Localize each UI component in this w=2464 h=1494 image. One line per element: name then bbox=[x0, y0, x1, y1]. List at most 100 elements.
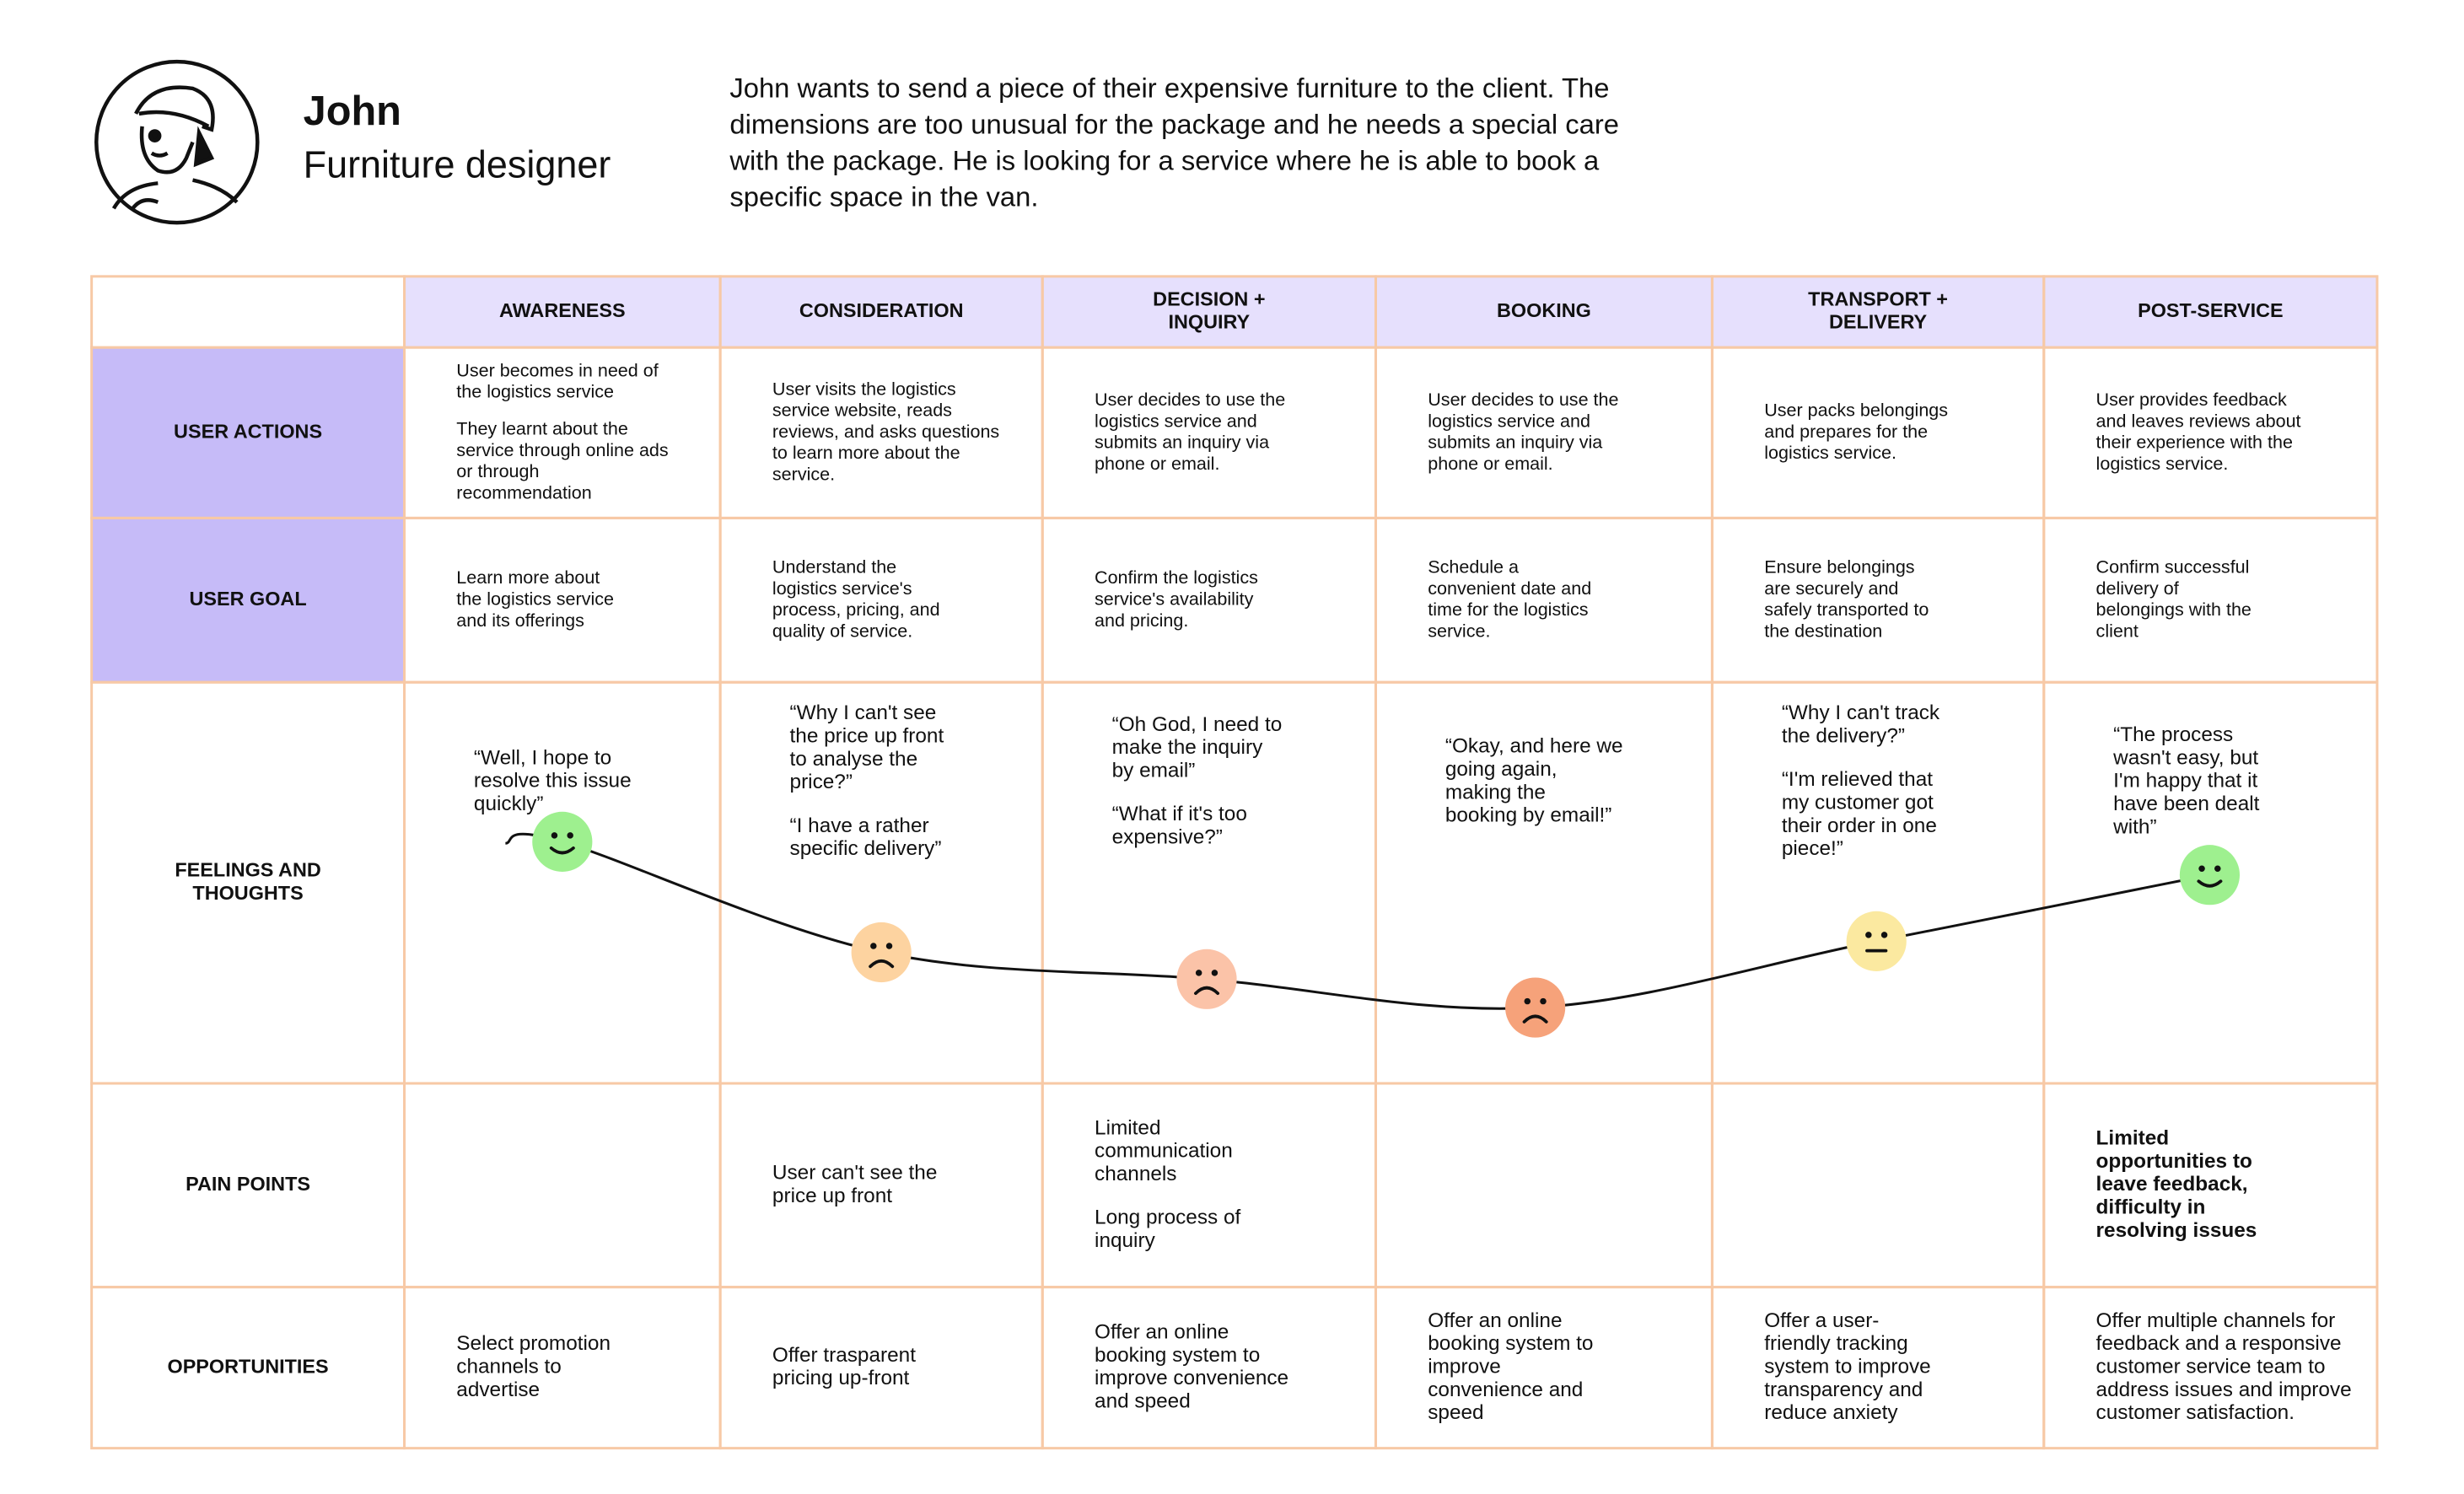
cell-text: leave feedback, bbox=[2096, 1173, 2248, 1196]
cell-border bbox=[1374, 1082, 1714, 1289]
eye bbox=[870, 943, 877, 949]
eye bbox=[1195, 970, 1202, 976]
face-bg bbox=[1505, 977, 1566, 1038]
cell-text: inquiry bbox=[1095, 1229, 1156, 1252]
cell-text: pricing up-front bbox=[772, 1367, 910, 1389]
emotion-face bbox=[532, 811, 593, 872]
cell-text: Long process of bbox=[1095, 1206, 1240, 1229]
cell-text: Ensure belongings bbox=[1764, 557, 1914, 578]
row-label: USER ACTIONS bbox=[174, 420, 322, 442]
cell-text: or through bbox=[456, 461, 539, 481]
cell-text: and leaves reviews about bbox=[2096, 411, 2301, 431]
cell-text: going again, bbox=[1445, 758, 1557, 781]
cell-text: resolving issues bbox=[2096, 1219, 2257, 1242]
stage-header-bg bbox=[1042, 276, 1376, 348]
cell-text: service website, reads bbox=[772, 400, 952, 421]
row-label-bg bbox=[91, 518, 405, 683]
cell-text: booking system to bbox=[1095, 1344, 1260, 1367]
row-label-bg bbox=[91, 347, 405, 519]
face-bg bbox=[2179, 845, 2241, 906]
cell-text: wasn't easy, but bbox=[2112, 746, 2258, 769]
cell-text: to learn more about the bbox=[772, 443, 960, 463]
cell-border bbox=[403, 1286, 722, 1450]
row-label: FEELINGS AND bbox=[175, 859, 320, 881]
cell-text: reduce anxiety bbox=[1764, 1401, 1898, 1424]
cell-text: User provides feedback bbox=[2096, 390, 2287, 410]
cell-text: to analyse the bbox=[790, 748, 918, 771]
cell-text: Understand the bbox=[772, 557, 896, 578]
cell-text: the logistics service bbox=[456, 382, 614, 402]
cell-text: “Well, I hope to bbox=[474, 746, 611, 769]
cell-text: submits an inquiry via bbox=[1428, 433, 1602, 453]
cell-text: my customer got bbox=[1782, 791, 1934, 814]
emotion-face bbox=[2179, 845, 2241, 906]
cell-text: “Oh God, I need to bbox=[1112, 713, 1283, 736]
cell-text: speed bbox=[1428, 1401, 1483, 1424]
stage-header: DELIVERY bbox=[1829, 311, 1928, 333]
cell-text: are securely and bbox=[1764, 578, 1898, 599]
cell-text: customer satisfaction. bbox=[2096, 1401, 2295, 1424]
cell-text: improve bbox=[1428, 1356, 1501, 1378]
cell-text: safely transported to bbox=[1764, 599, 1929, 620]
cell-text: booking system to bbox=[1428, 1332, 1593, 1355]
cell-text: advertise bbox=[456, 1378, 540, 1401]
stage-header: TRANSPORT + bbox=[1808, 288, 1948, 310]
cell-text: I'm happy that it bbox=[2113, 770, 2257, 793]
face-bg bbox=[1176, 949, 1237, 1009]
cell-text: client bbox=[2096, 621, 2139, 641]
cell-text: service's availability bbox=[1095, 588, 1254, 609]
cell-text: Select promotion bbox=[456, 1332, 611, 1355]
cell-text: address issues and improve bbox=[2096, 1378, 2352, 1401]
cell-text: Confirm the logistics bbox=[1095, 567, 1258, 588]
cell-text: logistics service. bbox=[2096, 454, 2229, 474]
row-label: THOUGHTS bbox=[192, 882, 303, 904]
emotion-line bbox=[505, 832, 2210, 1010]
cell-border bbox=[2042, 1286, 2379, 1450]
cell-text: delivery of bbox=[2096, 578, 2180, 599]
cell-text: quality of service. bbox=[772, 621, 912, 641]
cell-text: logistics service and bbox=[1428, 411, 1590, 431]
cell-text: feedback and a responsive bbox=[2096, 1332, 2342, 1355]
cell-text: process, pricing, and bbox=[772, 599, 940, 620]
cell-text: “Why I can't track bbox=[1782, 701, 1940, 724]
cell-text: Limited bbox=[1095, 1116, 1160, 1139]
cell-text: resolve this issue bbox=[474, 770, 632, 793]
cell-border bbox=[1041, 1082, 1377, 1289]
cell-text: and speed bbox=[1095, 1390, 1191, 1413]
description-line: with the package. He is looking for a se… bbox=[729, 145, 1600, 176]
stage-header-bg bbox=[1375, 276, 1713, 348]
cell-text: Offer trasparent bbox=[772, 1344, 916, 1367]
cell-text: improve convenience bbox=[1095, 1367, 1288, 1389]
cell-text: have been dealt bbox=[2113, 793, 2259, 815]
cell-text: service. bbox=[1428, 621, 1490, 641]
cell-text: system to improve bbox=[1764, 1356, 1931, 1378]
cell-text: “The process bbox=[2113, 723, 2233, 746]
cell-text: logistics service's bbox=[772, 578, 912, 599]
cell-text: convenience and bbox=[1428, 1378, 1583, 1401]
mouth bbox=[869, 959, 895, 969]
cell-text: make the inquiry bbox=[1112, 736, 1263, 759]
eye bbox=[551, 832, 558, 839]
cell-text: time for the logistics bbox=[1428, 599, 1588, 620]
cell-text: quickly” bbox=[474, 793, 544, 815]
cell-text: phone or email. bbox=[1095, 454, 1219, 474]
cell-text: channels to bbox=[456, 1356, 562, 1378]
cell-text: submits an inquiry via bbox=[1095, 433, 1269, 453]
mouth bbox=[1522, 1014, 1548, 1024]
cell-text: Offer a user- bbox=[1764, 1309, 1879, 1332]
cell-text: the destination bbox=[1764, 621, 1882, 641]
cell-text: by email” bbox=[1112, 759, 1196, 782]
cell-text: Confirm successful bbox=[2096, 557, 2250, 578]
stage-header: DECISION + bbox=[1153, 288, 1265, 310]
cell-text: Learn more about bbox=[456, 567, 600, 588]
eye bbox=[567, 832, 573, 839]
cell-text: recommendation bbox=[456, 483, 591, 503]
cell-text: Offer an online bbox=[1428, 1309, 1562, 1332]
cell-text: logistics service. bbox=[1764, 443, 1896, 463]
description-line: dimensions are too unusual for the packa… bbox=[729, 109, 1619, 140]
cell-text: the price up front bbox=[790, 724, 944, 747]
cell-text: User becomes in need of bbox=[456, 360, 659, 380]
row-label: OPPORTUNITIES bbox=[167, 1355, 328, 1377]
cell-text: “I have a rather bbox=[790, 814, 929, 837]
cell-text: User packs belongings bbox=[1764, 400, 1948, 421]
